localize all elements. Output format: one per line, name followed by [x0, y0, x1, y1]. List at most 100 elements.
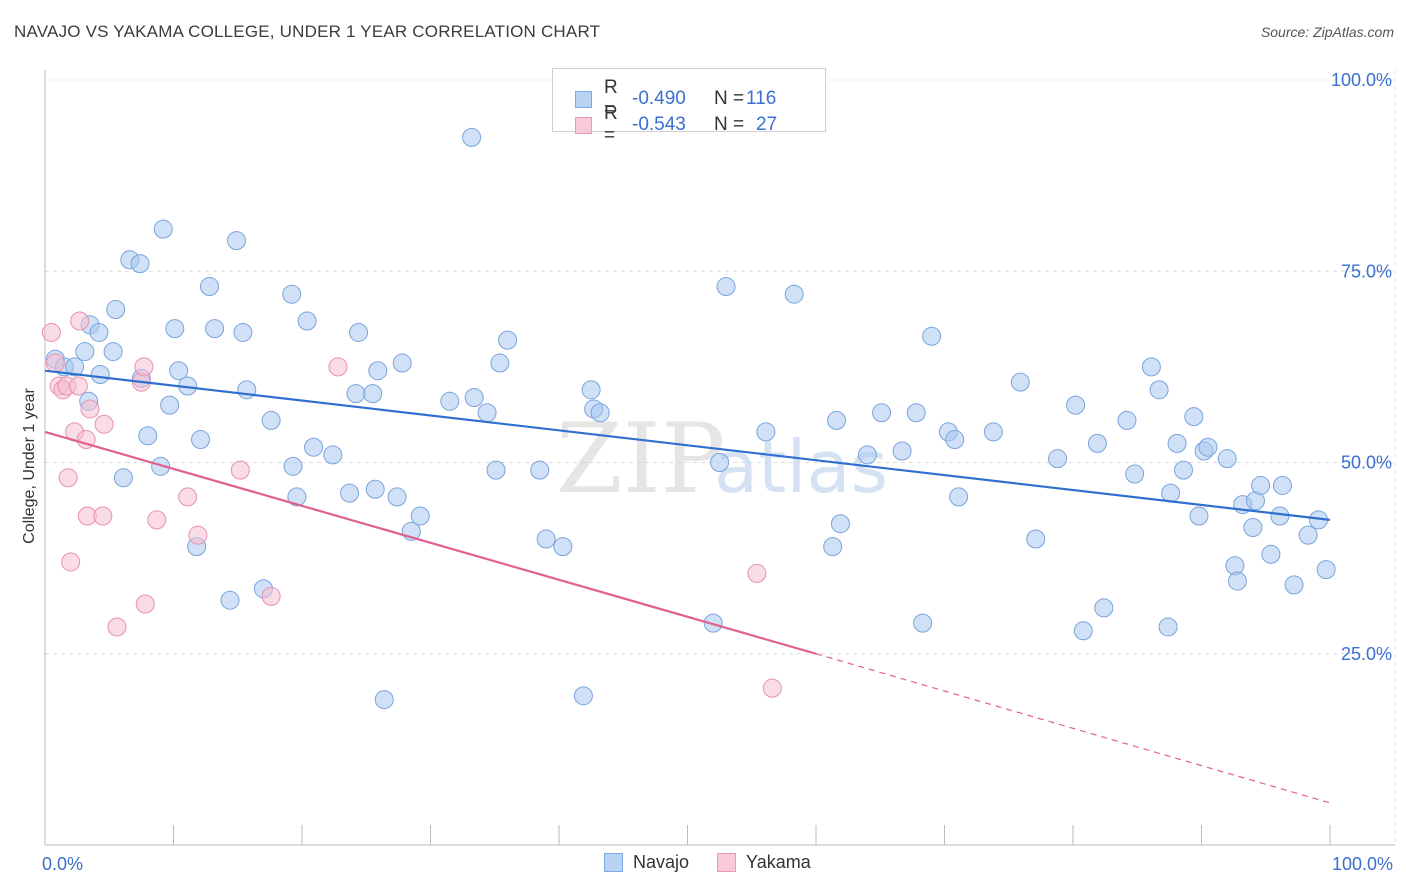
point-navajo	[590, 403, 610, 423]
y-tick-label: 25.0%	[1341, 644, 1392, 664]
point-navajo	[1161, 483, 1181, 503]
point-navajo	[1174, 460, 1194, 480]
point-navajo	[573, 686, 593, 706]
trend-line-yakama-extension	[815, 653, 1331, 804]
point-navajo	[1189, 506, 1209, 526]
legend-swatch-yakama	[717, 853, 737, 872]
trend-line-navajo	[44, 369, 1331, 521]
point-navajo	[1141, 357, 1161, 377]
chart-title: NAVAJO VS YAKAMA COLLEGE, UNDER 1 YEAR C…	[14, 22, 601, 41]
point-navajo	[1066, 395, 1086, 415]
point-navajo	[340, 483, 360, 503]
point-yakama	[70, 311, 90, 331]
legend-swatch-navajo	[575, 90, 592, 108]
legend-item-navajo[interactable]: Navajo	[604, 852, 689, 873]
point-navajo	[261, 410, 281, 430]
n-label: N =	[714, 114, 745, 135]
n-label: N =	[714, 88, 745, 109]
point-navajo	[1010, 372, 1030, 392]
watermark-zip: ZIP	[556, 403, 725, 515]
point-navajo	[1217, 449, 1237, 469]
n-value: 116	[746, 88, 777, 109]
point-yakama	[230, 460, 250, 480]
point-navajo	[872, 403, 892, 423]
point-yakama	[45, 353, 65, 373]
point-navajo	[857, 445, 877, 465]
point-yakama	[188, 525, 208, 545]
data-points	[41, 127, 1336, 710]
point-navajo	[368, 361, 388, 381]
watermark: ZIP atlas	[556, 403, 888, 515]
point-navajo	[160, 395, 180, 415]
x-tick-label-min: 0.0%	[42, 854, 83, 874]
point-navajo	[349, 322, 369, 342]
legend-row-yakama: R = -0.543 N = 27	[575, 103, 777, 147]
point-navajo	[90, 365, 110, 385]
point-navajo	[1073, 621, 1093, 641]
point-navajo	[756, 422, 776, 442]
point-navajo	[65, 357, 85, 377]
point-navajo	[1094, 598, 1114, 618]
point-navajo	[536, 529, 556, 549]
point-navajo	[1117, 410, 1137, 430]
stats-legend: R = -0.490 N = 116 R = -0.543 N = 27	[552, 68, 826, 146]
y-tick-label: 75.0%	[1341, 261, 1392, 281]
point-yakama	[94, 414, 114, 434]
point-navajo	[138, 426, 158, 446]
point-navajo	[1087, 433, 1107, 453]
point-navajo	[153, 219, 173, 239]
point-yakama	[762, 678, 782, 698]
point-navajo	[1316, 560, 1336, 580]
point-yakama	[68, 376, 88, 396]
point-yakama	[261, 586, 281, 606]
x-tick-label-max: 100.0%	[1332, 854, 1393, 874]
point-navajo	[237, 380, 257, 400]
point-yakama	[134, 357, 154, 377]
point-navajo	[130, 254, 150, 274]
point-navajo	[1243, 518, 1263, 538]
point-navajo	[297, 311, 317, 331]
point-navajo	[983, 422, 1003, 442]
point-navajo	[103, 342, 123, 362]
point-navajo	[892, 441, 912, 461]
point-navajo	[464, 387, 484, 407]
point-yakama	[328, 357, 348, 377]
legend-label-yakama: Yakama	[746, 852, 811, 872]
point-navajo	[387, 487, 407, 507]
point-navajo	[710, 453, 730, 472]
point-navajo	[922, 326, 942, 346]
point-navajo	[165, 319, 185, 339]
point-navajo	[486, 460, 506, 480]
point-navajo	[827, 410, 847, 430]
axes	[44, 70, 1395, 846]
point-navajo	[304, 437, 324, 457]
point-yakama	[135, 594, 155, 614]
trend-lines	[44, 369, 1331, 804]
n-value: 27	[756, 114, 778, 135]
point-navajo	[1125, 464, 1145, 484]
point-navajo	[323, 445, 343, 465]
point-navajo	[1272, 475, 1292, 495]
point-navajo	[1270, 506, 1290, 526]
point-navajo	[365, 479, 385, 499]
point-navajo	[226, 231, 246, 251]
point-navajo	[282, 284, 302, 304]
r-label: R =	[604, 103, 618, 146]
point-yakama	[107, 617, 127, 637]
point-navajo	[205, 319, 225, 339]
legend-swatch-navajo	[604, 853, 623, 872]
tick-labels: 25.0% 50.0% 75.0% 100.0% 0.0% 100.0%	[42, 70, 1393, 874]
point-navajo	[1251, 475, 1271, 495]
point-navajo	[1198, 437, 1218, 457]
point-navajo	[823, 537, 843, 557]
point-navajo	[1048, 449, 1068, 469]
source-label: Source: ZipAtlas.com	[1260, 24, 1394, 40]
legend-label-navajo: Navajo	[633, 852, 690, 872]
point-yakama	[93, 506, 113, 526]
point-navajo	[477, 403, 497, 423]
point-navajo	[1158, 617, 1178, 637]
point-navajo	[113, 468, 133, 488]
point-navajo	[1284, 575, 1304, 595]
point-navajo	[1184, 407, 1204, 427]
legend-item-yakama[interactable]: Yakama	[717, 852, 811, 873]
